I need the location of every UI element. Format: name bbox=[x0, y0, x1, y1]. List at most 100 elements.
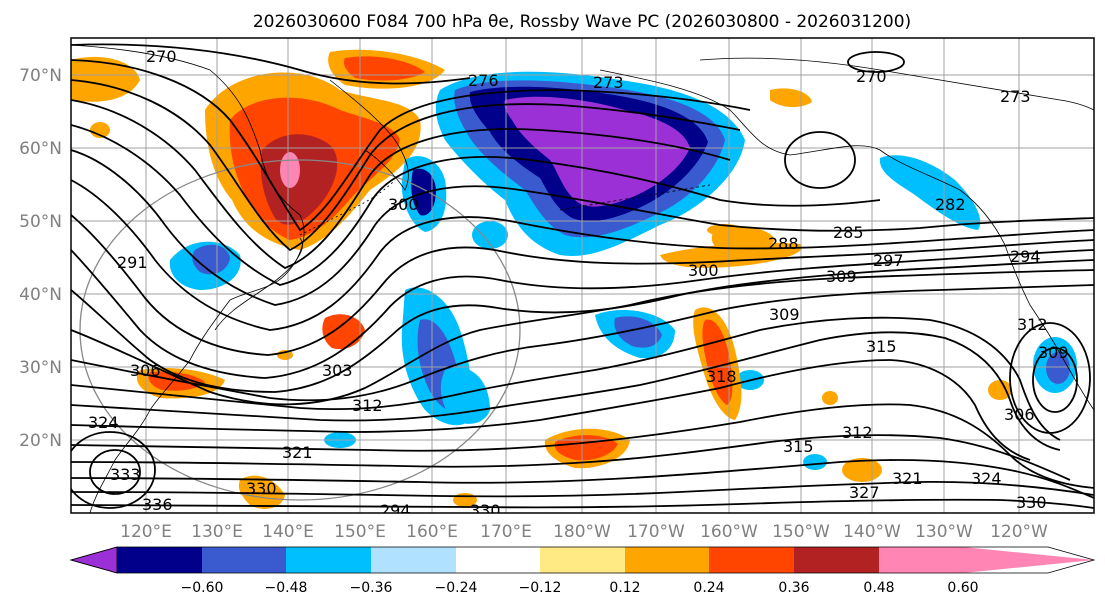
contour-label: 321 bbox=[282, 443, 313, 462]
positive-anomaly-small-1 bbox=[90, 122, 110, 138]
colorbar-segment bbox=[371, 547, 456, 573]
colorbar-segment bbox=[709, 547, 794, 573]
positive-anomaly-okhotsk-max bbox=[260, 134, 338, 225]
lon-label: 120°W bbox=[990, 522, 1048, 542]
negative-anomaly-gulf-alaska bbox=[879, 155, 981, 230]
contour-label: 273 bbox=[1000, 87, 1031, 106]
contour-label: 309 bbox=[826, 267, 857, 286]
lon-label: 180°W bbox=[553, 522, 611, 542]
lon-label: 140°E bbox=[262, 522, 314, 542]
contour-label: 276 bbox=[468, 71, 499, 90]
colorbar-tick-label: 0.48 bbox=[863, 580, 894, 596]
positive-anomaly-pink bbox=[280, 152, 300, 188]
contour-270 bbox=[71, 43, 471, 85]
positive-anomaly-south-china-sea bbox=[238, 475, 285, 509]
lon-label: 130°W bbox=[915, 522, 973, 542]
contour-282 bbox=[71, 124, 881, 286]
contour-303 bbox=[71, 284, 1094, 402]
lon-label: 130°E bbox=[191, 522, 243, 542]
colorbar-segment bbox=[625, 547, 709, 573]
great-circle-ring bbox=[79, 159, 521, 501]
coastline-kamchatka bbox=[329, 79, 409, 191]
contour-297 bbox=[71, 259, 1094, 393]
contour-label: 324 bbox=[971, 469, 1002, 488]
lon-label: 120°E bbox=[120, 522, 172, 542]
contour-label: 291 bbox=[117, 253, 148, 272]
map-frame bbox=[70, 37, 1095, 514]
contour-label: 294 bbox=[380, 501, 411, 520]
contour-300 bbox=[71, 269, 1094, 406]
colorbar-segment bbox=[69, 546, 118, 574]
colorbar-segment bbox=[202, 547, 286, 573]
contour-318 bbox=[71, 434, 1071, 481]
graticule bbox=[71, 38, 1094, 513]
latitude-labels: 70°N 60°N 50°N 40°N 30°N 20°N bbox=[19, 66, 62, 451]
contour-label: 312 bbox=[352, 396, 383, 415]
positive-anomaly-hawaii-core bbox=[702, 319, 733, 405]
contour-label: 312 bbox=[1017, 315, 1048, 334]
contour-label: 321 bbox=[892, 469, 923, 488]
contour-288 bbox=[71, 179, 1094, 331]
colorbar-tick-label: 0.12 bbox=[609, 580, 640, 596]
contour-279 bbox=[71, 99, 731, 270]
lon-label: 160°E bbox=[406, 522, 458, 542]
colorbar-segment bbox=[456, 547, 540, 573]
contour-label: 330 bbox=[246, 479, 277, 498]
contour-315 bbox=[71, 403, 1094, 489]
positive-anomaly-small-4 bbox=[988, 380, 1012, 400]
colorbar-tick-label: 0.60 bbox=[947, 580, 978, 596]
contour-label: 294 bbox=[1010, 247, 1041, 266]
contour-327 bbox=[71, 498, 1094, 509]
positive-anomaly-arctic-core bbox=[343, 56, 425, 81]
coastline-japan bbox=[214, 237, 303, 331]
lon-label: 140°W bbox=[843, 522, 901, 542]
figure-title: 2026030600 F084 700 hPa θe, Rossby Wave … bbox=[253, 12, 911, 32]
lon-label: 170°E bbox=[480, 522, 532, 542]
contour-label: 315 bbox=[783, 437, 814, 456]
contour-label: 306 bbox=[130, 361, 161, 380]
contour-label-group: 270 276 273 270 273 291 300 288 285 300 … bbox=[88, 47, 1069, 520]
coastline-arctic bbox=[699, 57, 1094, 111]
lon-label: 150°E bbox=[334, 522, 386, 542]
contour-label: 315 bbox=[866, 337, 897, 356]
map-area: 270 276 273 270 273 291 300 288 285 300 … bbox=[71, 38, 1094, 520]
colorbar-tick-label: 0.24 bbox=[693, 580, 724, 596]
contour-label: 327 bbox=[849, 483, 880, 502]
contour-294 bbox=[71, 249, 1094, 379]
contour-label: 330 bbox=[1016, 493, 1047, 512]
contour-label: 282 bbox=[935, 195, 966, 214]
contour-closed-arctic bbox=[847, 51, 905, 73]
colorbar-tick-label: −0.12 bbox=[519, 580, 562, 596]
contour-closed-west-pacific bbox=[71, 431, 156, 509]
contour-label: 330 bbox=[470, 501, 501, 520]
contour-label: 297 bbox=[873, 251, 904, 270]
colorbar-segment bbox=[963, 547, 1094, 573]
contour-276 bbox=[71, 79, 741, 252]
contour-label: 300 bbox=[688, 261, 719, 280]
contour-label: 336 bbox=[142, 495, 173, 514]
negative-anomaly-small-3 bbox=[803, 454, 827, 470]
contour-label: 270 bbox=[856, 67, 887, 86]
lon-label: 160°W bbox=[700, 522, 758, 542]
coastline-north-america bbox=[1004, 244, 1094, 411]
contour-label: 300 bbox=[388, 195, 419, 214]
lon-label: 170°W bbox=[627, 522, 685, 542]
contour-306 bbox=[71, 316, 1061, 441]
contour-closed-west-pacific-inner bbox=[89, 449, 141, 495]
contour-label: 270 bbox=[146, 47, 177, 66]
colorbar-segment bbox=[794, 547, 879, 573]
colorbar-tick-label: −0.24 bbox=[435, 580, 478, 596]
contour-label: 285 bbox=[833, 223, 864, 242]
contour-321 bbox=[71, 459, 1094, 499]
colorbar-tick-label: −0.48 bbox=[265, 580, 308, 596]
contour-label: 309 bbox=[1038, 343, 1069, 362]
contour-324 bbox=[71, 481, 1094, 498]
coastline-aleutians bbox=[559, 184, 711, 211]
colorbar-segment bbox=[879, 547, 963, 573]
contour-label: 324 bbox=[88, 413, 119, 432]
contour-label: 312 bbox=[842, 423, 873, 442]
contour-291 bbox=[71, 214, 1094, 356]
contour-285 bbox=[71, 149, 1094, 306]
lon-label: 150°W bbox=[772, 522, 830, 542]
contour-label: 288 bbox=[768, 234, 799, 253]
